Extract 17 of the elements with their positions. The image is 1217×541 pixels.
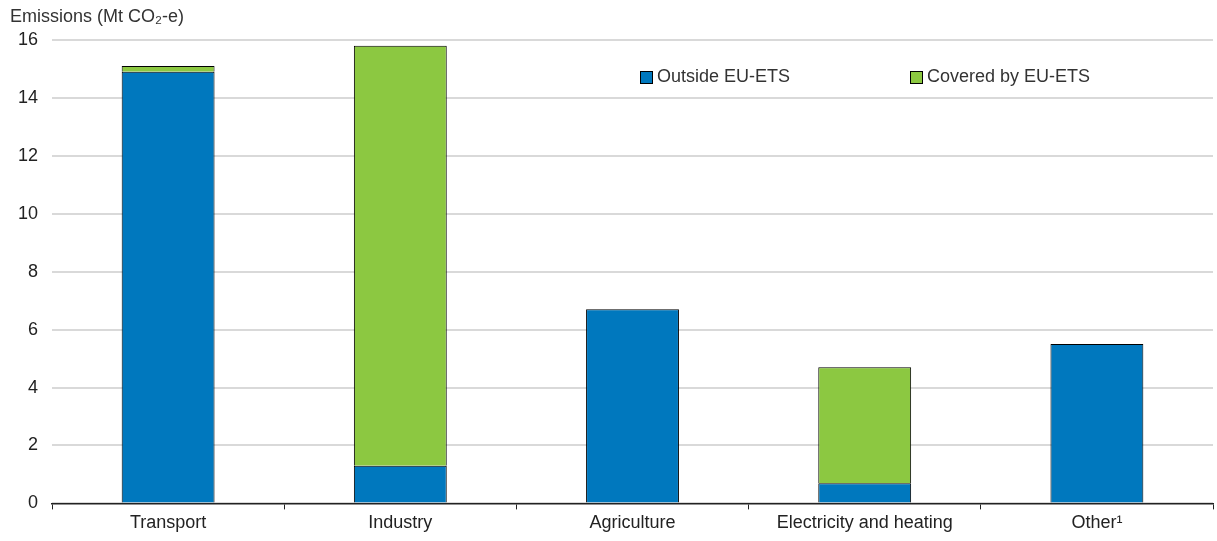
y-axis-title: Emissions (Mt CO₂-e) [10,6,184,27]
y-tick-label: 16 [17,28,39,49]
legend-label: Covered by EU-ETS [926,66,1091,87]
y-tick-label: 10 [17,202,39,223]
y-tick-label: 14 [17,86,39,107]
x-tick-label: Agriculture [589,512,676,533]
x-tick-label: Electricity and heating [776,512,953,533]
x-tick-label: Other¹ [1071,512,1123,533]
y-tick-label: 2 [28,434,39,455]
y-tick-label: 12 [17,144,39,165]
y-tick-label: 8 [28,260,39,281]
y-tick-label: 0 [28,492,39,513]
legend-label: Outside EU-ETS [656,66,791,87]
y-tick-label: 4 [28,376,39,397]
x-tick-label: Industry [368,512,433,533]
y-tick-label: 6 [28,318,39,339]
x-tick-label: Transport [129,512,207,533]
